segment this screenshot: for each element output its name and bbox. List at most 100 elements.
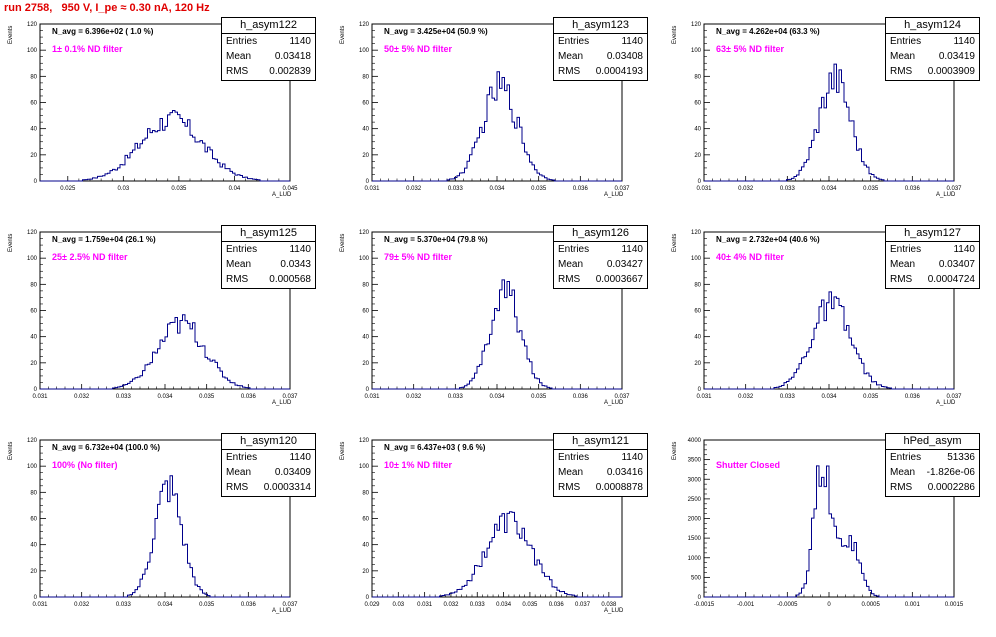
y-axis-label: Events <box>8 233 14 252</box>
stats-label-rms: RMS <box>558 66 581 77</box>
y-axis-label: Events <box>340 441 346 460</box>
stats-value-rms: 0.0003909 <box>927 66 975 77</box>
histogram-line <box>704 63 954 182</box>
stats-label-entries: Entries <box>558 244 590 255</box>
y-tick-label: 20 <box>694 153 701 159</box>
x-tick-label: 0.031 <box>32 394 48 400</box>
n-avg-label: N_avg = 6.732e+04 (100.0 %) <box>52 443 161 452</box>
stats-label-mean: Mean <box>226 467 252 478</box>
y-tick-label: 0 <box>366 179 370 185</box>
filter-label: 79± 5% ND filter <box>384 252 452 262</box>
x-axis-label: A_LUD <box>272 608 292 614</box>
histogram-line <box>40 475 290 598</box>
histogram-panel: 0.031 0.032 0.033 0.034 0.035 0.036 0.037 0 20 40… <box>664 14 996 221</box>
x-tick-label: 0.032 <box>406 394 422 400</box>
y-tick-label: 0 <box>34 595 38 601</box>
x-axis-label: A_LUD <box>272 400 292 406</box>
x-tick-label: 0.036 <box>241 394 257 400</box>
stats-value-entries: 1140 <box>621 452 643 463</box>
x-tick-label: 0.034 <box>489 186 505 192</box>
y-tick-label: 120 <box>359 230 370 236</box>
filter-label: 1± 0.1% ND filter <box>52 44 123 54</box>
filter-label: 40± 4% ND filter <box>716 252 784 262</box>
histogram-line <box>704 291 954 390</box>
filter-label: 10± 1% ND filter <box>384 460 452 470</box>
stats-row-rms: RMS 0.0004724 <box>886 272 979 287</box>
stats-label-rms: RMS <box>890 274 913 285</box>
stats-row-rms: RMS 0.0003314 <box>222 480 315 495</box>
stats-box: h_asym125 Entries 1140 Mean 0.0343 RMS 0.00056… <box>221 225 316 289</box>
x-tick-label: 0.033 <box>780 186 796 192</box>
stats-row-entries: Entries 51336 <box>886 450 979 465</box>
stats-title: h_asym120 <box>222 434 315 450</box>
y-tick-label: 20 <box>362 153 369 159</box>
filter-label: 100% (No filter) <box>52 460 118 470</box>
y-tick-label: 2500 <box>688 497 702 503</box>
filter-label: 25± 2.5% ND filter <box>52 252 128 262</box>
histogram-plot: 0.031 0.032 0.033 0.034 0.035 0.036 0.037 0 20 40… <box>691 22 962 192</box>
y-axis-label: Events <box>340 25 346 44</box>
y-tick-label: 40 <box>30 127 37 133</box>
stats-title: h_asym123 <box>554 18 647 34</box>
stats-row-entries: Entries 1140 <box>886 34 979 49</box>
x-tick-label: 0.034 <box>157 394 173 400</box>
x-tick-label: 0.037 <box>614 186 630 192</box>
x-tick-label: 0.034 <box>496 602 512 608</box>
stats-row-mean: Mean 0.03427 <box>554 257 647 272</box>
y-tick-label: 120 <box>691 230 702 236</box>
y-tick-label: 20 <box>30 361 37 367</box>
y-tick-label: 100 <box>691 48 702 54</box>
y-tick-label: 0 <box>366 595 370 601</box>
histogram-panel: 0.031 0.032 0.033 0.034 0.035 0.036 0.037 0 20 40… <box>332 222 664 429</box>
y-tick-label: 100 <box>27 464 38 470</box>
x-tick-label: 0.045 <box>282 186 298 192</box>
stats-row-entries: Entries 1140 <box>222 242 315 257</box>
histogram-line <box>372 511 622 598</box>
histogram-plot: 0.031 0.032 0.033 0.034 0.035 0.036 0.037 0 20 40… <box>691 230 962 400</box>
y-tick-label: 20 <box>362 569 369 575</box>
stats-label-entries: Entries <box>226 36 258 47</box>
stats-box: h_asym123 Entries 1140 Mean 0.03408 RMS 0.0004… <box>553 17 648 81</box>
histogram-panel: 0.031 0.032 0.033 0.034 0.035 0.036 0.037 0 20 40… <box>0 222 332 429</box>
y-tick-label: 80 <box>694 74 701 80</box>
y-tick-label: 3000 <box>688 477 702 483</box>
x-tick-label: 0.037 <box>946 186 962 192</box>
y-tick-label: 100 <box>359 256 370 262</box>
x-tick-label: 0.031 <box>696 186 712 192</box>
stats-row-entries: Entries 1140 <box>554 242 647 257</box>
y-tick-label: 120 <box>359 22 370 28</box>
y-tick-label: 20 <box>694 361 701 367</box>
stats-label-entries: Entries <box>890 452 922 463</box>
y-axis-label: Events <box>672 441 678 460</box>
x-tick-label: 0.03 <box>392 602 404 608</box>
y-tick-label: 80 <box>362 282 369 288</box>
y-axis-label: Events <box>672 25 678 44</box>
stats-box: h_asym121 Entries 1140 Mean 0.03416 RMS 0.0008… <box>553 433 648 497</box>
x-tick-label: 0.036 <box>905 186 921 192</box>
stats-label-rms: RMS <box>558 482 581 493</box>
stats-label-rms: RMS <box>226 66 249 77</box>
stats-label-mean: Mean <box>558 51 584 62</box>
stats-box: h_asym127 Entries 1140 Mean 0.03407 RMS 0.0004… <box>885 225 980 289</box>
x-tick-label: 0 <box>827 602 831 608</box>
stats-title: hPed_asym <box>886 434 979 450</box>
stats-label-rms: RMS <box>558 274 581 285</box>
stats-value-mean: 0.03408 <box>606 51 643 62</box>
stats-box: hPed_asym Entries 51336 Mean -1.826e-06 RMS 0.… <box>885 433 980 497</box>
x-axis-label: A_LUD <box>272 192 292 198</box>
x-tick-label: 0.001 <box>905 602 921 608</box>
stats-row-mean: Mean 0.03419 <box>886 49 979 64</box>
x-tick-label: 0.035 <box>531 394 547 400</box>
stats-value-mean: 0.03407 <box>938 259 975 270</box>
y-tick-label: 100 <box>27 256 38 262</box>
stats-value-mean: 0.03427 <box>606 259 643 270</box>
y-tick-label: 0 <box>698 595 702 601</box>
x-axis-label: A_LUD <box>604 192 624 198</box>
page-title: run 2758, 950 V, I_pe ≈ 0.30 nA, 120 Hz <box>4 2 210 14</box>
y-tick-label: 60 <box>30 101 37 107</box>
stats-label-rms: RMS <box>226 482 249 493</box>
histogram-panel: 0.031 0.032 0.033 0.034 0.035 0.036 0.037 0 20 40… <box>0 430 332 637</box>
y-tick-label: 100 <box>359 48 370 54</box>
n-avg-label: N_avg = 5.370e+04 (79.8 %) <box>384 235 488 244</box>
stats-label-entries: Entries <box>226 244 258 255</box>
